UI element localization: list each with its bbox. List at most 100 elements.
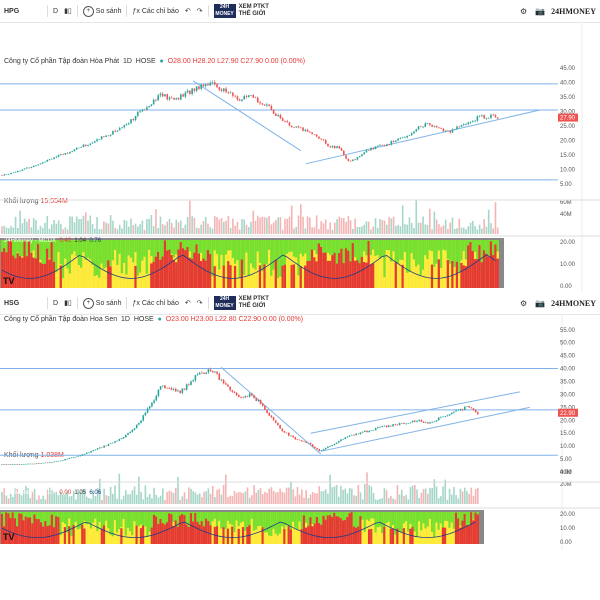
mcdx-bar-retail bbox=[218, 512, 221, 544]
undo-icon[interactable]: ↶ bbox=[184, 8, 191, 15]
mcdx-bar-hot-money bbox=[218, 240, 221, 270]
candle-type-icon[interactable]: ▮▯ bbox=[64, 8, 72, 15]
mcdx-bar-hot-money bbox=[352, 512, 356, 536]
visibility-dot-icon[interactable]: ● bbox=[159, 58, 164, 65]
redo-icon[interactable]: ↷ bbox=[196, 8, 203, 15]
candle-body bbox=[270, 415, 273, 418]
symbol-selector[interactable]: HPG bbox=[4, 7, 20, 15]
mcdx-bar-hot-money bbox=[283, 240, 287, 271]
volume-bar bbox=[25, 486, 27, 504]
volume-bar bbox=[234, 225, 236, 234]
volume-bar bbox=[264, 491, 266, 504]
indicators-label: Các chỉ báo bbox=[141, 299, 179, 307]
mcdx-bar-hot-money bbox=[79, 512, 82, 529]
mcdx-bar-hot-money bbox=[496, 240, 499, 252]
mcdx-bar-retail bbox=[113, 512, 117, 544]
mcdx-bar-hot-money bbox=[22, 512, 25, 528]
volume-bar bbox=[313, 227, 316, 234]
volume-bar bbox=[422, 489, 425, 504]
settings-gear-icon[interactable]: ⚙ bbox=[519, 6, 528, 16]
mcdx-bar-hot-money bbox=[299, 240, 302, 254]
indicators-button[interactable]: ƒx Các chỉ báo bbox=[129, 0, 181, 22]
mcdx-bar-hot-money bbox=[460, 240, 463, 261]
interval-selector[interactable]: D bbox=[53, 7, 59, 15]
volume-bar bbox=[447, 229, 449, 234]
mcdx-bar-banker bbox=[181, 513, 184, 544]
mcdx-bar-hot-money bbox=[63, 512, 67, 524]
candle-body bbox=[116, 130, 119, 132]
interval-selector[interactable]: D bbox=[53, 299, 59, 307]
mcdx-bar-hot-money bbox=[431, 512, 434, 532]
tradingview-logo: TV bbox=[3, 276, 15, 286]
volume-bar bbox=[407, 499, 410, 504]
trendline-2 bbox=[320, 406, 530, 452]
mcdx-bar-hot-money bbox=[172, 512, 175, 522]
price-tick-label: 45.00 bbox=[560, 354, 576, 360]
volume-bar bbox=[374, 218, 377, 234]
candle-body bbox=[320, 450, 323, 452]
compare-button[interactable]: + So sánh bbox=[80, 292, 125, 314]
volume-bar bbox=[261, 216, 264, 234]
camera-icon[interactable]: 📷 bbox=[535, 298, 546, 308]
volume-bar bbox=[476, 229, 479, 234]
candle-body bbox=[284, 120, 286, 122]
candle-body bbox=[450, 412, 453, 415]
mcdx-bar-retail bbox=[378, 512, 382, 544]
mcdx-bar-banker bbox=[356, 260, 359, 288]
candle-body bbox=[327, 446, 329, 448]
mcdx-bar-hot-money bbox=[353, 240, 357, 258]
mcdx-bar-banker bbox=[351, 243, 355, 288]
volume-bar bbox=[151, 498, 153, 504]
mcdx-bar-retail bbox=[267, 240, 271, 288]
volume-bar bbox=[307, 497, 310, 504]
camera-icon[interactable]: 📷 bbox=[535, 6, 546, 16]
candle-body bbox=[277, 115, 279, 117]
symbol-selector[interactable]: HSG bbox=[4, 299, 20, 307]
ptkt-logo-button[interactable]: 24H MONEY XEM PTKT THẾ GIỚI bbox=[211, 0, 272, 22]
mcdx-bar-hot-money bbox=[136, 240, 140, 276]
mcdx-bar-retail bbox=[64, 240, 67, 288]
compare-button[interactable]: + So sánh bbox=[80, 0, 125, 22]
mcdx-bar-banker bbox=[430, 264, 434, 288]
candle-body bbox=[22, 464, 25, 465]
mcdx-title: 24HMoney - MCDX bbox=[4, 490, 57, 496]
candle-body bbox=[159, 386, 162, 390]
mcdx-bar-retail bbox=[422, 512, 425, 544]
volume-bar bbox=[450, 494, 453, 504]
mcdx-bar-banker bbox=[331, 517, 334, 544]
volume-bar bbox=[198, 228, 200, 234]
volume-tick-label: 40M bbox=[560, 212, 572, 218]
mcdx-bar-banker bbox=[165, 522, 169, 544]
redo-icon[interactable]: ↷ bbox=[196, 300, 203, 307]
mcdx-bar-hot-money bbox=[376, 512, 380, 528]
mcdx-bar-retail bbox=[417, 512, 421, 544]
indicators-button[interactable]: ƒx Các chỉ báo bbox=[129, 292, 181, 314]
candle-body bbox=[295, 126, 298, 128]
mcdx-bar-hot-money bbox=[61, 512, 65, 522]
candle-body bbox=[193, 88, 196, 91]
volume-bar bbox=[5, 227, 8, 234]
mcdx-bar-hot-money bbox=[109, 240, 112, 267]
volume-bar bbox=[466, 491, 468, 504]
mcdx-bar-retail bbox=[134, 240, 137, 288]
price-chart-hsg[interactable]: 55.0050.0045.0040.0035.0030.0025.0020.00… bbox=[0, 314, 600, 550]
volume-bar bbox=[109, 486, 112, 504]
candle-type-icon[interactable]: ▮▯ bbox=[64, 300, 72, 307]
candle-body bbox=[88, 452, 90, 454]
visibility-dot-icon[interactable]: ● bbox=[157, 316, 162, 323]
candle-body bbox=[31, 463, 34, 465]
ptkt-logo-button[interactable]: 24H MONEY XEM PTKT THẾ GIỚI bbox=[211, 292, 272, 314]
candle-body bbox=[138, 422, 140, 425]
price-chart-hpg[interactable]: 45.0040.0035.0030.0025.0020.0015.0010.00… bbox=[0, 22, 600, 292]
volume-bar bbox=[272, 490, 275, 504]
undo-icon[interactable]: ↶ bbox=[184, 300, 191, 307]
volume-bar bbox=[331, 229, 334, 234]
mcdx-bar-hot-money bbox=[335, 240, 339, 272]
candle-body bbox=[190, 381, 192, 385]
mcdx-bar-hot-money bbox=[73, 240, 76, 252]
mcdx-bar-banker bbox=[313, 523, 317, 544]
mcdx-bar-banker bbox=[372, 263, 375, 288]
volume-bar bbox=[411, 485, 414, 504]
candle-body bbox=[440, 128, 442, 129]
settings-gear-icon[interactable]: ⚙ bbox=[519, 298, 528, 308]
